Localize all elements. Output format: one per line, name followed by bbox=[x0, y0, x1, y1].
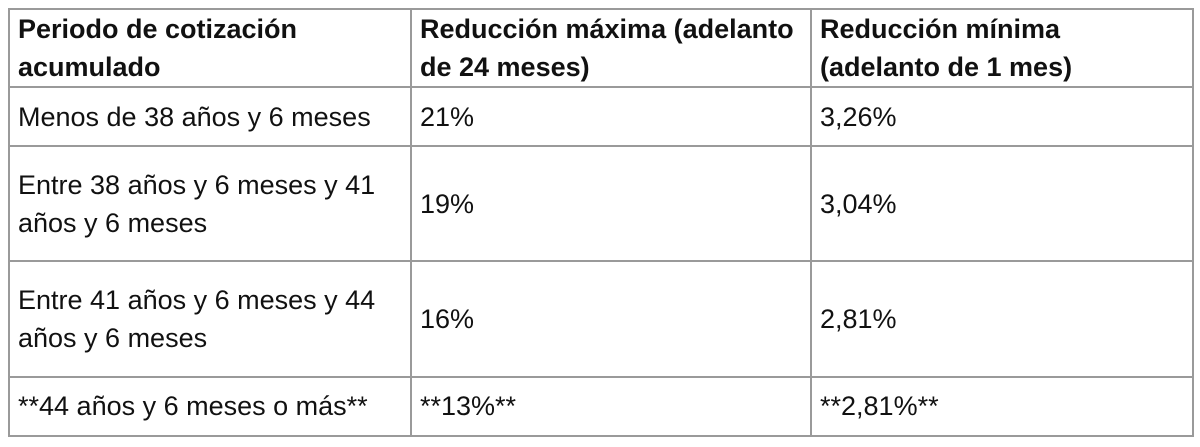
table-row: Menos de 38 años y 6 meses 21% 3,26% bbox=[8, 85, 1194, 148]
table-body: Menos de 38 años y 6 meses 21% 3,26% Entre … bbox=[8, 85, 1194, 438]
table: Periodo de cotización acumulado Reducció… bbox=[8, 8, 1194, 438]
table-cell: Entre 41 años y 6 meses y 44 años y 6 me… bbox=[8, 260, 412, 378]
table-cell: 3,04% bbox=[810, 145, 1194, 263]
table-cell: Entre 38 años y 6 meses y 41 años y 6 me… bbox=[8, 145, 412, 263]
header-cell: Reducción máxima (adelanto de 24 meses) bbox=[410, 8, 812, 88]
header-cell: Periodo de cotización acumulado bbox=[8, 8, 412, 88]
table-cell: 21% bbox=[410, 85, 812, 148]
header-cell: Reducción mínima (adelanto de 1 mes) bbox=[810, 8, 1194, 88]
table-cell: 16% bbox=[410, 260, 812, 378]
table-row: **44 años y 6 meses o más** **13%** **2,81… bbox=[8, 375, 1194, 438]
table-cell: **2,81%** bbox=[810, 375, 1194, 438]
header-row: Periodo de cotización acumulado Reducció… bbox=[8, 8, 1194, 88]
table-cell: 3,26% bbox=[810, 85, 1194, 148]
table-cell: **44 años y 6 meses o más** bbox=[8, 375, 412, 438]
table-row: Entre 41 años y 6 meses y 44 años y 6 me… bbox=[8, 260, 1194, 378]
table-cell: 19% bbox=[410, 145, 812, 263]
table-cell: Menos de 38 años y 6 meses bbox=[8, 85, 412, 148]
table-row: Entre 38 años y 6 meses y 41 años y 6 me… bbox=[8, 145, 1194, 263]
table-cell: 2,81% bbox=[810, 260, 1194, 378]
table-cell: **13%** bbox=[410, 375, 812, 438]
